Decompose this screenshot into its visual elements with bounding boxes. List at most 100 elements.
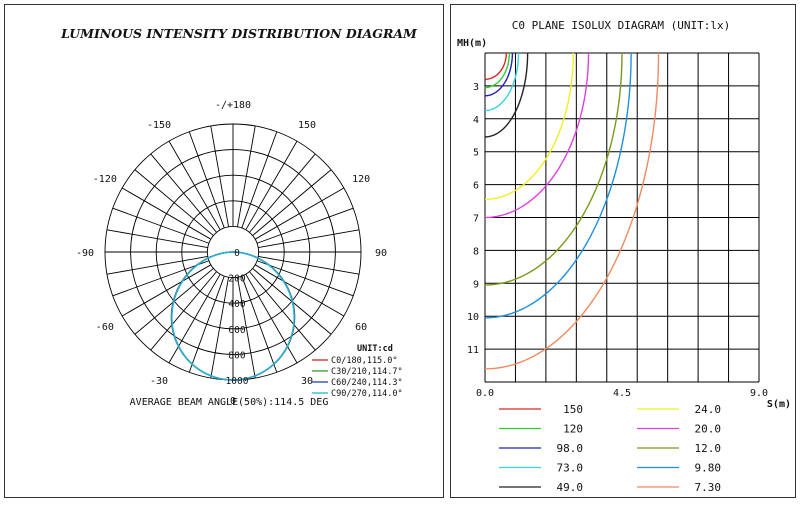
polar-spoke xyxy=(112,260,210,297)
isolux-legend-label: 20.0 xyxy=(695,423,722,436)
isolux-curve-8 xyxy=(484,52,623,286)
polar-angle-label: -120 xyxy=(93,174,117,185)
isolux-curve-3 xyxy=(484,52,514,97)
isolux-curves xyxy=(484,52,660,370)
polar-angle-label: 60 xyxy=(355,322,367,333)
polar-spoke xyxy=(237,125,256,227)
polar-angle-label: 150 xyxy=(298,120,316,131)
polar-spoke xyxy=(241,131,278,229)
isolux-legend-label: 12.0 xyxy=(695,442,722,455)
polar-spoke xyxy=(150,271,217,351)
isolux-y-tick: 7 xyxy=(473,214,479,225)
polar-legend: UNIT:cd C0/180,115.0°C30/210,114.7°C60/2… xyxy=(312,344,403,399)
polar-unit-label: UNIT:cd xyxy=(357,344,393,354)
polar-spoke xyxy=(168,140,221,231)
polar-legend-label: C0/180,115.0° xyxy=(331,356,398,366)
isolux-chart: C0 PLANE ISOLUX DIAGRAM (UNIT:lx) MH(m) … xyxy=(457,19,791,494)
polar-spoke xyxy=(241,275,278,373)
isolux-y-axis-label: MH(m) xyxy=(457,38,487,49)
isolux-legend-label: 98.0 xyxy=(557,442,584,455)
polar-grid xyxy=(104,123,362,381)
polar-angle-labels: -/+180 150 -150 120 -120 90 -90 60 -60 30 -30 0 xyxy=(76,100,387,407)
polar-angle-label: -60 xyxy=(96,322,114,333)
polar-spoke xyxy=(210,277,229,379)
polar-spoke xyxy=(245,140,298,231)
polar-spoke xyxy=(254,264,345,317)
polar-radial-tick: 800 xyxy=(228,350,245,361)
polar-spoke xyxy=(249,153,316,233)
polar-spoke xyxy=(245,273,298,364)
polar-spoke xyxy=(254,187,345,240)
polar-legend-label: C60/240,114.3° xyxy=(331,378,403,388)
isolux-curve-10 xyxy=(484,52,660,370)
polar-spoke xyxy=(258,256,360,275)
isolux-curve-5 xyxy=(484,52,529,138)
polar-spoke xyxy=(134,169,214,236)
isolux-y-tick: 9 xyxy=(473,279,479,290)
isolux-curve-9 xyxy=(484,52,632,319)
isolux-y-tick: 3 xyxy=(473,82,479,93)
isolux-chart-title: C0 PLANE ISOLUX DIAGRAM (UNIT:lx) xyxy=(512,19,731,32)
isolux-curve-6 xyxy=(484,52,574,201)
polar-spoke xyxy=(256,207,354,244)
polar-spoke xyxy=(121,187,212,240)
isolux-y-tick: 5 xyxy=(473,148,479,159)
isolux-chart-panel: C0 PLANE ISOLUX DIAGRAM (UNIT:lx) MH(m) … xyxy=(450,4,796,498)
polar-spoke xyxy=(106,229,208,248)
polar-angle-label: -30 xyxy=(150,376,168,387)
isolux-y-tick: 4 xyxy=(473,115,479,126)
isolux-grid xyxy=(484,52,760,383)
polar-chart-panel: LUMINOUS INTENSITY DISTRIBUTION DIAGRAM … xyxy=(4,4,444,498)
isolux-legend-label: 7.30 xyxy=(695,481,722,494)
isolux-legend-label: 24.0 xyxy=(695,403,722,416)
polar-curve-4 xyxy=(171,251,295,381)
isolux-curve-1 xyxy=(484,52,508,81)
polar-angle-label: 120 xyxy=(352,174,370,185)
polar-spoke xyxy=(210,125,229,227)
isolux-legend-label: 9.80 xyxy=(695,462,722,475)
isolux-legend-label: 120 xyxy=(563,423,583,436)
polar-spoke xyxy=(256,260,354,297)
isolux-curve-7 xyxy=(484,52,590,219)
polar-radial-tick: 1000 xyxy=(226,376,249,387)
polar-radial-tick: 600 xyxy=(228,325,245,336)
polar-spoke xyxy=(249,271,316,351)
polar-spoke xyxy=(112,207,210,244)
average-beam-angle: AVERAGE BEAM ANGLE(50%):114.5 DEG xyxy=(130,397,329,408)
isolux-legend-label: 150 xyxy=(563,403,583,416)
isolux-x-tick: 4.5 xyxy=(613,388,631,399)
isolux-x-tick: 9.0 xyxy=(750,388,768,399)
polar-angle-label: -90 xyxy=(76,248,94,259)
isolux-y-tick: 8 xyxy=(473,246,479,257)
isolux-x-axis-label: S(m) xyxy=(767,399,791,410)
isolux-y-tick: 10 xyxy=(467,312,479,323)
isolux-legend: 150 120 98.0 73.0 49.0 24.0 20.0 12.0 9.80 7.30 xyxy=(499,403,721,494)
isolux-y-tick: 11 xyxy=(467,345,479,356)
polar-radial-ticks: 0 200 400 600 800 1000 xyxy=(226,248,249,387)
isolux-y-tick: 6 xyxy=(473,181,479,192)
polar-spoke xyxy=(106,256,208,275)
isolux-legend-label: 73.0 xyxy=(557,462,584,475)
polar-chart: LUMINOUS INTENSITY DISTRIBUTION DIAGRAM … xyxy=(60,26,418,408)
polar-spoke xyxy=(150,153,217,233)
polar-angle-label: 0 xyxy=(230,396,236,407)
polar-legend-label: C90/270,114.0° xyxy=(331,389,403,399)
polar-spoke xyxy=(237,277,256,379)
polar-radial-tick: 400 xyxy=(228,299,245,310)
isolux-x-tick: 0.0 xyxy=(476,388,494,399)
polar-spoke xyxy=(188,275,225,373)
isolux-curve-2 xyxy=(484,52,511,89)
polar-angle-label: 90 xyxy=(375,248,387,259)
polar-spoke xyxy=(258,229,360,248)
polar-chart-title: LUMINOUS INTENSITY DISTRIBUTION DIAGRAM xyxy=(60,26,418,41)
polar-curves xyxy=(170,251,296,381)
isolux-curve-4 xyxy=(484,52,520,112)
polar-radial-tick: 200 xyxy=(228,274,245,285)
polar-spoke xyxy=(188,131,225,229)
polar-spoke xyxy=(121,264,212,317)
polar-spoke xyxy=(168,273,221,364)
polar-legend-label: C30/210,114.7° xyxy=(331,367,403,377)
polar-radial-tick: 0 xyxy=(234,248,240,259)
isolux-ticks: 3 4 5 6 7 8 9 10 11 0.0 4.5 9.0 xyxy=(467,82,768,399)
polar-angle-label: -/+180 xyxy=(215,100,251,111)
